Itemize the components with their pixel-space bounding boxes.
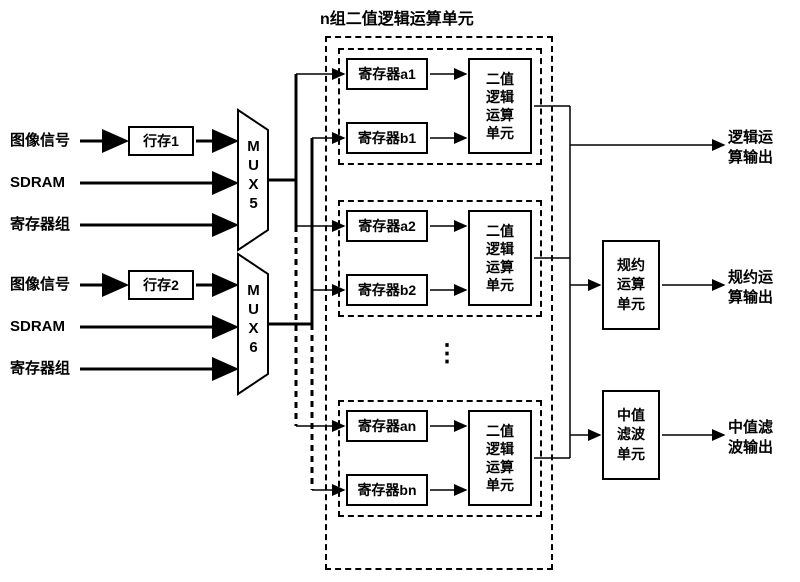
register-a2: 寄存器a2: [346, 210, 428, 242]
input-image-signal-2: 图像信号: [10, 276, 70, 294]
median-output-label: 中值滤 波输出: [728, 418, 773, 457]
diagram-title: n组二值逻辑运算单元: [320, 10, 474, 29]
register-b2: 寄存器b2: [346, 274, 428, 306]
mux6-label: MUX6: [244, 282, 262, 358]
register-an: 寄存器an: [346, 410, 428, 442]
mux5-label: MUX5: [244, 138, 262, 214]
input-sdram-2: SDRAM: [10, 318, 65, 336]
register-b1: 寄存器b1: [346, 122, 428, 154]
line-store-2: 行存2: [128, 270, 194, 300]
binary-logic-unit-2: 二值 逻辑 运算 单元: [468, 210, 532, 306]
input-image-signal-1: 图像信号: [10, 132, 70, 150]
input-register-group-1: 寄存器组: [10, 216, 70, 234]
input-register-group-2: 寄存器组: [10, 360, 70, 378]
binary-logic-unit-n: 二值 逻辑 运算 单元: [468, 410, 532, 506]
register-a1: 寄存器a1: [346, 58, 428, 90]
register-bn: 寄存器bn: [346, 474, 428, 506]
input-sdram-1: SDRAM: [10, 174, 65, 192]
logic-output-label: 逻辑运 算输出: [728, 128, 773, 167]
ellipsis-groups: ⋮: [435, 340, 459, 369]
median-filter-unit: 中值 滤波 单元: [602, 390, 660, 480]
binary-logic-unit-1: 二值 逻辑 运算 单元: [468, 58, 532, 154]
reduce-output-label: 规约运 算输出: [728, 268, 773, 307]
reduce-unit: 规约 运算 单元: [602, 240, 660, 330]
line-store-1: 行存1: [128, 126, 194, 156]
